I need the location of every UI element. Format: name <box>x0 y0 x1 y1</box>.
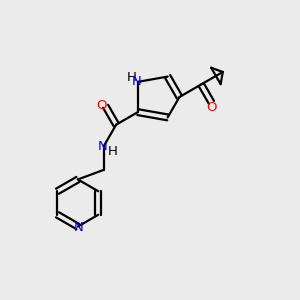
Text: H: H <box>126 71 136 84</box>
Text: H: H <box>108 145 118 158</box>
Text: N: N <box>97 140 107 153</box>
Text: O: O <box>96 99 106 112</box>
Text: N: N <box>131 75 141 88</box>
Text: N: N <box>74 220 83 234</box>
Text: O: O <box>206 101 217 114</box>
